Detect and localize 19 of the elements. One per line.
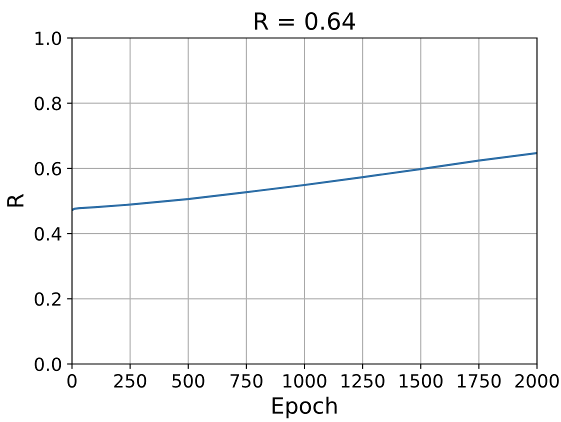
y-axis-title: R [7, 194, 24, 207]
x-tick-label: 0 [67, 374, 77, 388]
y-tick-label: 0.4 [34, 227, 62, 241]
y-tick-label: 0.6 [34, 162, 62, 176]
x-tick-label: 1500 [400, 374, 443, 388]
x-tick-label: 1750 [458, 374, 501, 388]
x-tick-label: 750 [230, 374, 262, 388]
y-tick-label: 0.0 [34, 357, 62, 372]
y-tick-label: 1.0 [36, 31, 62, 46]
x-tick-label: 2000 [515, 374, 559, 388]
x-tick-label: 250 [114, 374, 146, 388]
y-tick-label: 0.8 [34, 96, 62, 110]
chart-title: R = 0.64 [254, 12, 356, 30]
line-series [72, 152, 537, 212]
x-axis-title: Epoch [272, 396, 337, 418]
x-tick-label: 1000 [284, 374, 326, 388]
x-tick-label: 1250 [342, 374, 384, 388]
y-tick-label: 0.2 [34, 292, 60, 306]
x-tick-label: 500 [172, 374, 204, 388]
